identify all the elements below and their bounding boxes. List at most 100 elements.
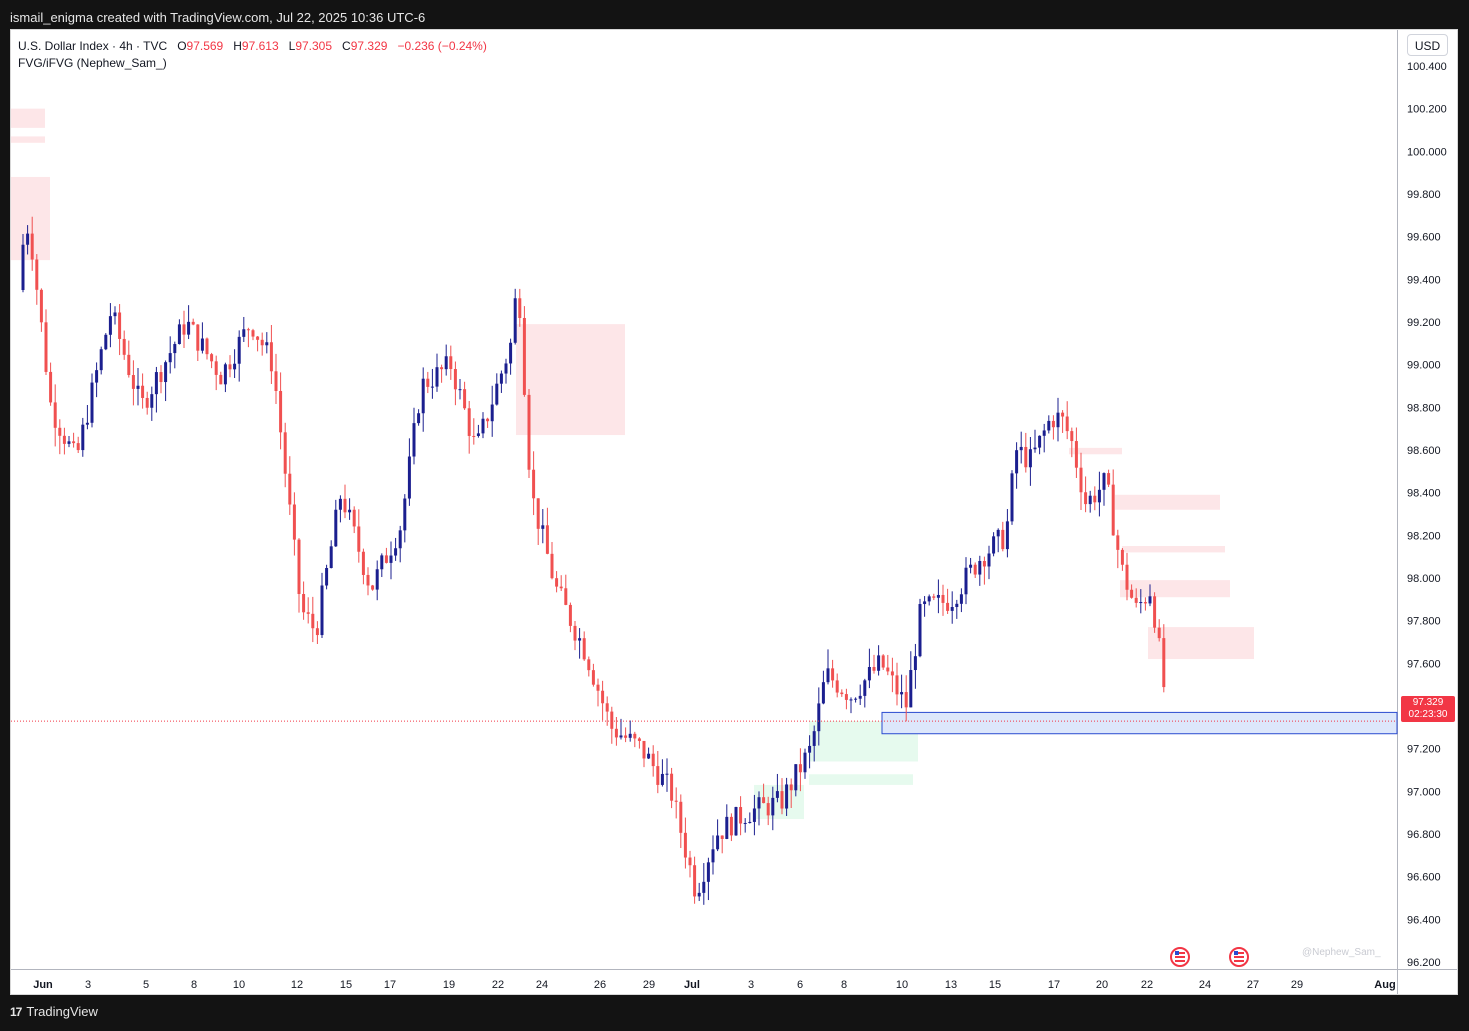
time-tick-label: 24 [536,979,548,991]
time-tick-label: 27 [1247,979,1259,991]
price-tick-label: 98.000 [1407,573,1441,585]
bear-candle [564,588,568,605]
bear-candle [486,418,490,422]
bear-candle [440,367,444,370]
bear-candle [624,735,628,738]
bull-candle [265,342,269,346]
bull-candle [490,404,494,422]
bull-candle [716,835,720,850]
bull-candle [509,342,513,364]
bear-candle [62,435,66,444]
bear-candle [256,336,260,340]
bear-candle [297,539,301,595]
bearish-fvg-zone [11,108,45,128]
bear-candle [1111,484,1115,536]
time-tick-label: 20 [1096,979,1108,991]
bear-candle [872,666,876,671]
bear-candle [789,784,793,791]
bear-candle [315,628,319,636]
price-tick-label: 100.200 [1407,104,1447,116]
bull-candle [821,682,825,704]
bull-candle [734,807,738,836]
bear-candle [453,369,457,390]
bear-candle [182,324,186,335]
bull-candle [200,338,204,351]
time-tick-label: 15 [340,979,352,991]
bull-candle [923,601,927,605]
bull-candle [725,816,729,839]
bull-candle [647,753,651,759]
bear-candle [844,694,848,700]
bull-candle [398,530,402,549]
price-chart[interactable]: 100.400 100.200 100.000 99.800 99.600 99.400 9… [11,30,1457,994]
bull-candle [85,422,89,425]
bear-candle [890,671,894,676]
bull-candle [325,568,329,586]
bearish-fvg-zone [1069,447,1122,455]
bear-candle [449,356,453,370]
bull-candle [168,353,172,363]
bull-candle [338,498,342,510]
bear-candle [831,668,835,681]
bearish-fvg-zone [11,136,45,143]
bear-candle [269,342,273,372]
bear-candle [44,322,48,372]
bull-candle [541,525,545,529]
bull-candle [867,666,871,681]
bottom-bar: 17 TradingView [0,996,1469,1031]
bull-candle [1088,495,1092,505]
price-tick-label: 96.400 [1407,914,1441,926]
bull-candle [900,692,904,695]
us-flag-event-icon [1175,951,1179,955]
bear-candle [683,832,687,858]
currency-button[interactable]: USD [1407,34,1448,56]
bear-candle [582,638,586,660]
bull-candle [348,509,352,513]
bear-candle [932,596,936,598]
bull-candle [959,594,963,604]
bull-candle [164,362,168,383]
bull-candle [504,363,508,374]
bull-candle [435,367,439,387]
bull-candle [407,456,411,499]
bear-candle [366,574,370,586]
bull-candle [660,773,664,785]
low-value: 97.305 [295,39,333,53]
chart-frame[interactable]: 100.400 100.200 100.000 99.800 99.600 99.400 9… [10,29,1458,995]
time-tick-label: 6 [797,979,803,991]
bull-candle [987,553,991,567]
bull-candle [978,560,982,575]
bull-candle [1015,450,1019,474]
bull-candle [748,821,752,823]
bull-candle [430,386,434,388]
time-tick-label: Jul [684,979,700,991]
bear-candle [246,329,250,331]
tradingview-logo[interactable]: 17 TradingView [10,1004,98,1019]
price-tick-label: 97.000 [1407,786,1441,798]
bull-candle [1047,420,1051,431]
indicator-name[interactable]: FVG/iFVG (Nephew_Sam_) [18,56,167,70]
bull-candle [394,548,398,556]
price-tick-label: 96.800 [1407,829,1441,841]
bear-candle [1116,535,1120,550]
bull-candle [136,385,140,389]
time-tick-label: 17 [1048,979,1060,991]
bull-candle [743,822,747,824]
bear-candle [1079,467,1083,493]
bull-candle [1139,602,1143,604]
bear-candle [1074,441,1078,468]
bear-candle [228,364,232,370]
bear-candle [118,312,122,339]
bull-candle [177,324,181,345]
price-tick-label: 99.800 [1407,189,1441,201]
time-tick-label: 19 [443,979,455,991]
bear-candle [679,801,683,833]
bull-candle [808,745,812,753]
symbol-info[interactable]: U.S. Dollar Index · 4h · TVC [18,39,168,53]
bear-candle [895,675,899,695]
bear-candle [656,766,660,785]
price-tick-label: 97.200 [1407,744,1441,756]
bear-candle [463,389,467,409]
bearish-fvg-zone [516,324,625,436]
bear-candle [49,371,53,403]
